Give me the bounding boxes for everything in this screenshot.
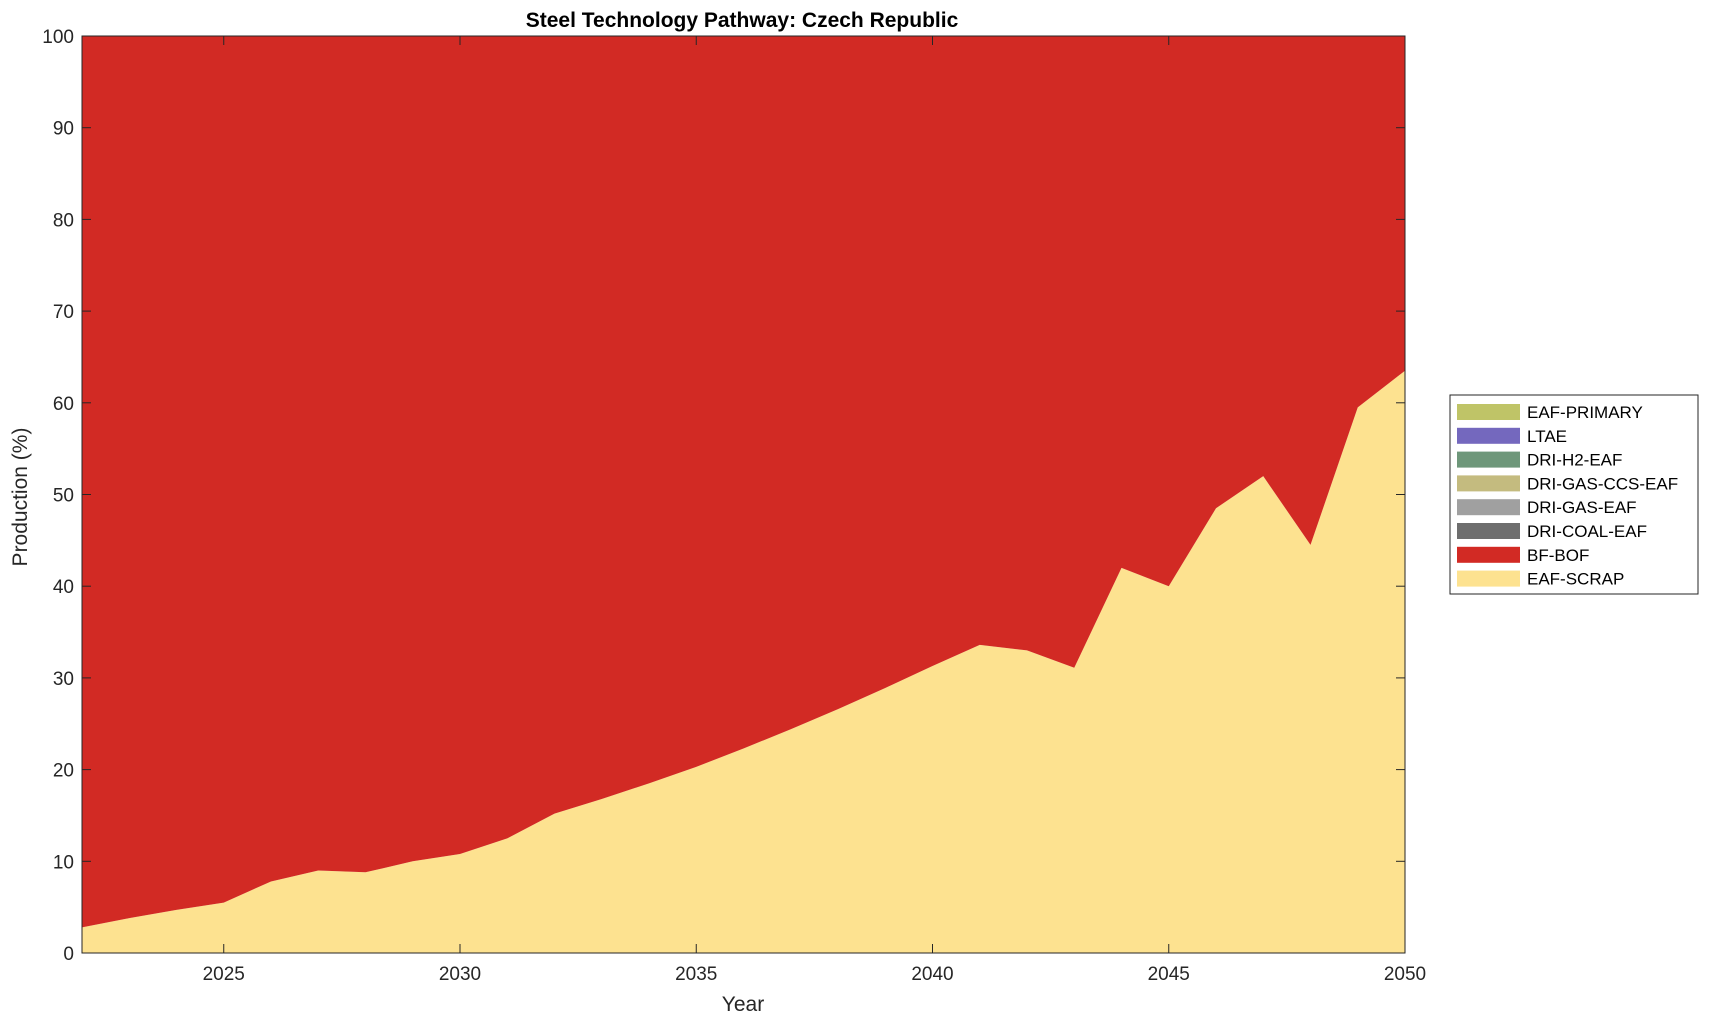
area-eaf-scrap <box>82 370 1405 954</box>
ticks-layer: 2025 2030 2035 2040 2045 20500102030405060708… <box>42 27 1426 985</box>
x-tick-label: 2050 <box>1384 964 1426 985</box>
x-tick-label: 2025 <box>203 964 245 985</box>
legend-swatch-ltae <box>1457 427 1520 444</box>
y-tick-label: 0 <box>63 944 74 965</box>
area-bf-bof <box>82 36 1405 928</box>
y-axis-title: Production (%) <box>9 428 32 567</box>
y-tick-label: 90 <box>53 119 74 140</box>
legend-label-dri-gas-ccs-eaf: DRI-GAS-CCS-EAF <box>1527 474 1678 493</box>
legend-label-dri-coal-eaf: DRI-COAL-EAF <box>1527 522 1647 541</box>
legend-label-dri-h2-eaf: DRI-H2-EAF <box>1527 451 1622 470</box>
legend-swatch-dri-coal-eaf <box>1457 523 1520 539</box>
x-tick-label: 2035 <box>675 964 717 985</box>
legend-swatch-dri-h2-eaf <box>1457 451 1520 468</box>
legend-label-bf-bof: BF-BOF <box>1527 546 1589 565</box>
chart-title: Steel Technology Pathway: Czech Republic <box>526 9 959 32</box>
y-tick-label: 30 <box>53 669 74 690</box>
y-tick-label: 10 <box>53 852 74 873</box>
y-tick-label: 50 <box>53 486 74 507</box>
y-tick-label: 80 <box>53 210 74 231</box>
legend-swatch-eaf-primary <box>1457 404 1520 420</box>
legend-swatch-bf-bof <box>1457 546 1520 563</box>
legend-swatch-eaf-scrap <box>1457 570 1520 587</box>
x-tick-label: 2040 <box>911 964 953 985</box>
legend-label-dri-gas-eaf: DRI-GAS-EAF <box>1527 498 1637 517</box>
legend-label-eaf-scrap: EAF-SCRAP <box>1527 570 1624 589</box>
x-tick-label: 2045 <box>1148 964 1190 985</box>
legend-label-eaf-primary: EAF-PRIMARY <box>1527 403 1643 422</box>
y-tick-label: 100 <box>42 27 74 48</box>
y-tick-label: 40 <box>53 577 74 598</box>
y-tick-label: 20 <box>53 761 74 782</box>
x-tick-label: 2030 <box>439 964 481 985</box>
y-tick-label: 70 <box>53 302 74 323</box>
legend-swatch-dri-gas-ccs-eaf <box>1457 475 1520 492</box>
y-tick-label: 60 <box>53 394 74 415</box>
area-layer <box>82 36 1405 954</box>
legend-label-ltae: LTAE <box>1527 427 1567 446</box>
x-axis-title: Year <box>722 993 764 1016</box>
legend-swatch-dri-gas-eaf <box>1457 499 1520 516</box>
legend: EAF-PRIMARY LTAE DRI-H2-EAF DRI-GAS-CCS-EAF… <box>1449 394 1699 595</box>
